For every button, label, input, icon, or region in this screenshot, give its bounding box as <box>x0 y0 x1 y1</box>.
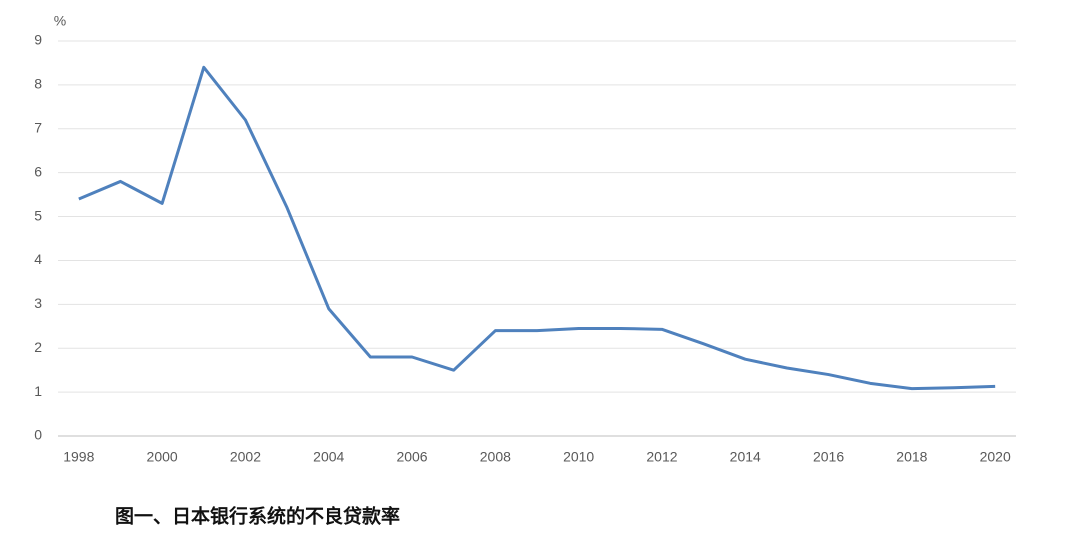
data-line <box>78 65 996 391</box>
y-tick-label: 6 <box>34 163 42 179</box>
y-tick-label: 5 <box>34 207 42 223</box>
x-tick-label: 2000 <box>147 449 178 465</box>
y-tick-label: 4 <box>34 251 42 267</box>
y-axis-label: % <box>54 13 66 29</box>
y-tick-label: 8 <box>34 76 42 92</box>
x-tick-label: 2008 <box>480 449 511 465</box>
x-tick-label: 2012 <box>646 449 677 465</box>
y-tick-label: 7 <box>34 119 42 135</box>
y-tick-label: 9 <box>34 32 42 48</box>
x-tick-label: 1998 <box>63 449 94 465</box>
x-tick-label: 2020 <box>980 449 1011 465</box>
x-tick-label: 2006 <box>396 449 427 465</box>
y-tick-label: 0 <box>34 427 42 443</box>
x-tick-label: 2002 <box>230 449 261 465</box>
y-tick-label: 2 <box>34 339 42 355</box>
x-tick-label: 2010 <box>563 449 594 465</box>
x-tick-label: 2018 <box>896 449 927 465</box>
y-tick-label: 3 <box>34 295 42 311</box>
x-tick-label: 2016 <box>813 449 844 465</box>
x-tick-label: 2004 <box>313 449 344 465</box>
caption: 图一、日本银行系统的不良贷款率 <box>115 505 400 528</box>
x-tick-label: 2014 <box>730 449 761 465</box>
y-tick-label: 1 <box>34 383 42 399</box>
